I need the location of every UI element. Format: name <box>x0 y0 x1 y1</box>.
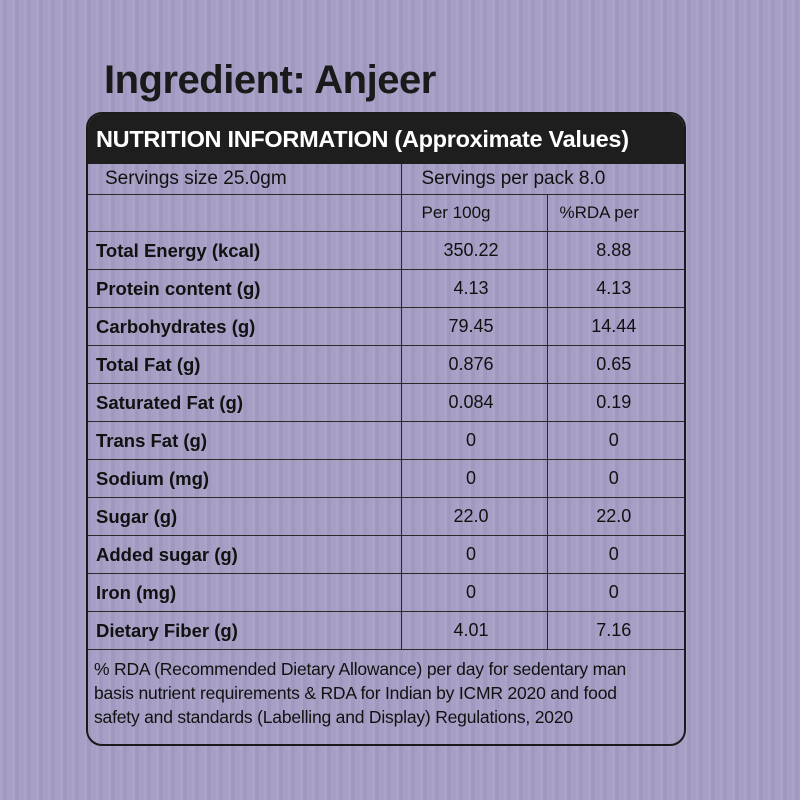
footnote-line: safety and standards (Labelling and Disp… <box>94 707 573 727</box>
column-header-row: Per 100g %RDA per <box>88 194 684 232</box>
nutrient-name: Saturated Fat (g) <box>88 383 402 422</box>
rda-footnote: % RDA (Recommended Dietary Allowance) pe… <box>88 650 684 729</box>
nutrient-rda-value: 4.13 <box>546 269 684 308</box>
nutrient-row: Protein content (g) 4.13 4.13 <box>88 269 684 308</box>
footnote-line: % RDA (Recommended Dietary Allowance) pe… <box>94 659 627 679</box>
nutrient-per100-value: 0 <box>400 459 548 498</box>
nutrition-header: NUTRITION INFORMATION (Approximate Value… <box>88 114 684 164</box>
footnote-line: basis nutrient requirements & RDA for In… <box>94 683 617 703</box>
nutrient-rda-value: 7.16 <box>546 611 684 650</box>
serving-size: Servings size 25.0gm <box>88 164 402 195</box>
column-header-rda: %RDA per <box>546 194 684 232</box>
nutrient-row: Added sugar (g) 0 0 <box>88 535 684 574</box>
nutrient-name: Dietary Fiber (g) <box>88 611 402 650</box>
nutrient-row: Sugar (g) 22.0 22.0 <box>88 497 684 536</box>
nutrient-per100-value: 0 <box>400 535 548 574</box>
nutrient-row: Saturated Fat (g) 0.084 0.19 <box>88 383 684 422</box>
nutrient-per100-value: 22.0 <box>400 497 548 536</box>
nutrient-row: Carbohydrates (g) 79.45 14.44 <box>88 307 684 346</box>
nutrient-rda-value: 0 <box>546 573 684 612</box>
nutrient-name: Sodium (mg) <box>88 459 402 498</box>
nutrient-per100-value: 350.22 <box>400 231 548 270</box>
servings-row: Servings size 25.0gm Servings per pack 8… <box>88 164 684 195</box>
page-title: Ingredient: Anjeer <box>104 58 436 102</box>
column-header-per100: Per 100g <box>400 194 548 232</box>
nutrient-name: Carbohydrates (g) <box>88 307 402 346</box>
nutrient-per100-value: 0 <box>400 421 548 460</box>
nutrient-row: Iron (mg) 0 0 <box>88 573 684 612</box>
nutrient-rda-value: 0.19 <box>546 383 684 422</box>
nutrition-panel: NUTRITION INFORMATION (Approximate Value… <box>86 112 686 746</box>
nutrient-per100-value: 0.084 <box>400 383 548 422</box>
nutrient-name: Sugar (g) <box>88 497 402 536</box>
servings-per-pack: Servings per pack 8.0 <box>400 164 684 195</box>
nutrient-rda-value: 14.44 <box>546 307 684 346</box>
nutrient-per100-value: 0.876 <box>400 345 548 384</box>
nutrient-rda-value: 8.88 <box>546 231 684 270</box>
nutrient-rda-value: 0 <box>546 421 684 460</box>
nutrient-row: Trans Fat (g) 0 0 <box>88 421 684 460</box>
nutrient-name: Total Energy (kcal) <box>88 231 402 270</box>
nutrient-name: Iron (mg) <box>88 573 402 612</box>
nutrient-rda-value: 0 <box>546 535 684 574</box>
nutrient-name: Trans Fat (g) <box>88 421 402 460</box>
nutrient-name: Total Fat (g) <box>88 345 402 384</box>
nutrient-row: Dietary Fiber (g) 4.01 7.16 <box>88 611 684 650</box>
nutrient-rda-value: 0 <box>546 459 684 498</box>
nutrient-rda-value: 22.0 <box>546 497 684 536</box>
nutrient-per100-value: 4.13 <box>400 269 548 308</box>
column-header-blank <box>88 194 402 232</box>
nutrient-per100-value: 4.01 <box>400 611 548 650</box>
nutrient-row: Total Energy (kcal) 350.22 8.88 <box>88 231 684 270</box>
nutrient-row: Total Fat (g) 0.876 0.65 <box>88 345 684 384</box>
nutrient-name: Protein content (g) <box>88 269 402 308</box>
nutrient-per100-value: 79.45 <box>400 307 548 346</box>
nutrient-name: Added sugar (g) <box>88 535 402 574</box>
nutrient-rda-value: 0.65 <box>546 345 684 384</box>
nutrient-row: Sodium (mg) 0 0 <box>88 459 684 498</box>
nutrition-table: Servings size 25.0gm Servings per pack 8… <box>88 164 684 650</box>
nutrient-per100-value: 0 <box>400 573 548 612</box>
